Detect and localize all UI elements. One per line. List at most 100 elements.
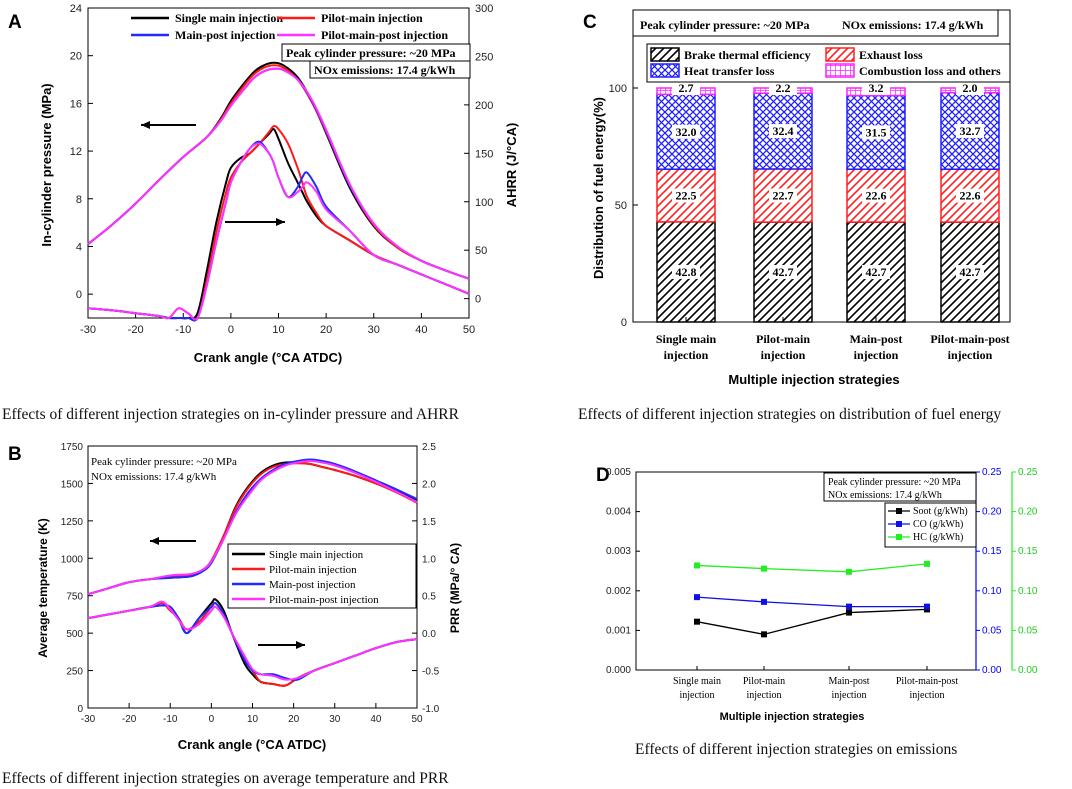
panel-d-marker — [694, 618, 700, 625]
panel-b-ytick-label: 250 — [66, 667, 83, 678]
panel-a-ytick-label: 16 — [70, 98, 82, 110]
panel-a-plot: -30 -20 -10 0 10 20 30 40 50 0 4 8 12 16 20 24 0 50 100 150… — [70, 3, 494, 336]
panel-a-ytick-label: 20 — [70, 51, 82, 63]
panel-b-ylabel: Average temperature (K) — [36, 518, 50, 658]
panel-c-bar-label: 22.7 — [773, 189, 794, 203]
panel-d-marker — [761, 631, 767, 638]
panel-c-xtick-label-1: Main-post — [850, 332, 903, 346]
panel-d-caption: Effects of different injection strategie… — [635, 741, 957, 758]
panel-c-annotation-2: NOx emissions: 17.4 g/kWh — [842, 18, 984, 32]
panel-a-arrow-left-head — [141, 121, 150, 129]
panel-c-ytick-label: 0 — [621, 317, 627, 329]
panel-a-xlabel: Crank angle (°CA ATDC) — [194, 350, 342, 365]
panel-c-bar-label: 31.5 — [866, 125, 887, 139]
panel-c-bar-label: 42.8 — [676, 265, 697, 279]
panel-c-bar-label-bg — [769, 188, 797, 203]
panel-d-ytick-label: 0.001 — [606, 625, 631, 636]
panel-c-xtick-label-2: injection — [948, 348, 993, 362]
panel-b-temperature-line-post — [87, 458, 418, 596]
panel-c-bar-label-bg — [956, 188, 984, 203]
panel-c-xtick-label-1: Pilot-main — [756, 332, 810, 346]
panel-b-y2tick-label: 0.5 — [422, 592, 436, 603]
panel-c-bar-label-bg — [672, 188, 700, 203]
panel-d-xtick-label-2: injection — [832, 690, 867, 701]
panel-d-ytick-label: 0.000 — [606, 665, 631, 676]
panel-d-legend-swatch-marker-2 — [896, 534, 902, 540]
panel-a-y2tick-label: 300 — [475, 3, 493, 15]
panel-a-y2tick-label: 200 — [475, 100, 493, 112]
panel-c-letter: C — [583, 12, 597, 33]
panel-c-legend-swatch-3 — [825, 63, 855, 78]
panel-c-legend-label-1: Exhaust loss — [859, 48, 923, 62]
panel-a-xtick-label: -10 — [175, 324, 191, 336]
panel-b-letter: B — [8, 444, 22, 465]
panel-d-y3tick-label: 0.10 — [1018, 586, 1038, 597]
panel-d-y3tick-label: 0.00 — [1018, 665, 1038, 676]
panel-a-y2tick-label: 0 — [475, 294, 481, 306]
panel-a-legend-label-single: Single main injection — [175, 11, 283, 25]
panel-a-ytick-label: 8 — [76, 194, 82, 206]
panel-a-annotation-1: Peak cylinder pressure: ~20 MPa — [286, 46, 456, 60]
panel-c-xtick-label-1: Pilot-main-post — [930, 332, 1009, 346]
panel-c-legend-swatch-1 — [825, 47, 855, 62]
panel-a-xtick-label: 30 — [368, 324, 380, 336]
panel-a-ytick-label: 24 — [70, 3, 82, 15]
panel-a-legend: Single main injection Pilot-main injectio… — [131, 11, 471, 79]
panel-b-xlabel: Crank angle (°CA ATDC) — [178, 737, 326, 752]
panel-c-legend-label-0: Brake thermal efficiency — [684, 48, 811, 62]
panel-b: B -30 -20 -10 0 10 20 30 40 50025050075010001250… — [2, 442, 462, 787]
panel-c-bar-label-bg — [862, 265, 890, 280]
panel-d-ytick-label: 0.005 — [606, 467, 631, 478]
panel-d-annotation-box — [823, 472, 977, 502]
panel-b-legend: Peak cylinder pressure: ~20 MPa NOx emiss… — [91, 456, 417, 609]
panel-a-legend-label-post: Main-post injection — [175, 28, 276, 42]
panel-a-xtick-label: 40 — [415, 324, 427, 336]
panel-d-y3tick-label: 0.25 — [1018, 467, 1038, 478]
panel-c-bar-label-bg — [672, 264, 700, 279]
panel-b-plot: -30 -20 -10 0 10 20 30 40 5002505007501000125015… — [61, 442, 440, 725]
panel-c-legend: Peak cylinder pressure: ~20 MPa NOx emiss… — [632, 9, 1011, 83]
panel-c-bar-label: 42.7 — [866, 265, 887, 279]
panel-b-prr-line-pilotpost — [87, 600, 418, 681]
panel-d-line-0 — [696, 608, 928, 636]
panel-b-xtick-label: 10 — [247, 714, 259, 725]
panel-b-y2tick-label: 2.5 — [422, 442, 436, 453]
panel-b-xtick-label: -20 — [122, 714, 137, 725]
panel-c-ytick-label: 100 — [609, 83, 627, 95]
panel-d-y2tick-label: 0.15 — [982, 546, 1002, 557]
panel-a-legend-label-pilotpost: Pilot-main-post injection — [321, 28, 448, 42]
panel-a-ylabel: In-cylinder pressure (MPa) — [39, 83, 54, 246]
panel-a-ahrr-line-pilotpost — [87, 142, 470, 321]
panel-b-ytick-label: 1000 — [61, 554, 84, 565]
panel-a-letter: A — [8, 12, 22, 33]
panel-b-y2tick-label: 1.0 — [422, 554, 436, 565]
panel-b-y2tick-label: -1.0 — [422, 704, 440, 715]
panel-a: A -30 -20 -10 0 10 20 30 40 50 0 4 8 12 16 20 24 0 50 100 1… — [2, 3, 519, 423]
panel-d-legend-label-1: CO (g/kWh) — [913, 519, 963, 530]
panel-a-ytick-label: 0 — [76, 289, 82, 301]
panel-b-legend-label-pilotpost: Pilot-main-post injection — [269, 594, 379, 606]
panel-c-xtick-label-2: injection — [761, 348, 806, 362]
panel-b-xtick-label: 50 — [411, 714, 423, 725]
panel-c-bar-label: 22.6 — [866, 189, 887, 203]
panel-b-annotation-2: NOx emissions: 17.4 g/kWh — [91, 471, 217, 483]
panel-c-xlabel: Multiple injection strategies — [728, 372, 899, 387]
panel-c-bar-segment — [846, 168, 906, 223]
panel-a-y2tick-label: 250 — [475, 51, 493, 63]
panel-a-legend-label-pilot: Pilot-main injection — [321, 11, 423, 25]
panel-d-line-2 — [696, 563, 928, 573]
panel-b-ytick-label: 0 — [77, 704, 83, 715]
panel-c-bar-label-bg — [769, 81, 797, 95]
panel-d: D 0.000 0.001 0.002 0.003 0.004 0.005 0.00 0.05… — [596, 465, 1038, 758]
panel-c-legend-label-2: Heat transfer loss — [684, 64, 775, 78]
panel-c-xtick-label-1: Single main — [656, 332, 717, 346]
panel-d-line-1 — [696, 596, 927, 608]
panel-a-ytick-label: 12 — [70, 146, 82, 158]
panel-c-bar-label-bg — [956, 265, 984, 280]
panel-b-xtick-label: -10 — [163, 714, 178, 725]
panel-d-marker — [924, 603, 930, 610]
panel-d-y3tick-label: 0.20 — [1018, 507, 1038, 518]
panel-b-ytick-label: 750 — [66, 592, 83, 603]
panel-d-xtick-label-1: Main-post — [828, 676, 869, 687]
